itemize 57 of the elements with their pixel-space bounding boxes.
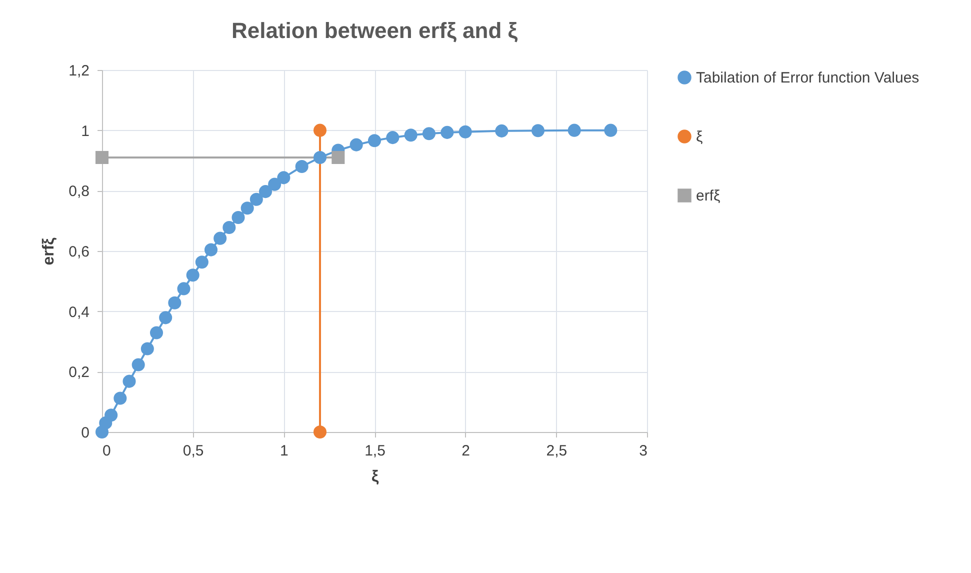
- chart-title: Relation between erfξ and ξ: [231, 18, 518, 43]
- x-tick-label: 2: [462, 442, 470, 460]
- point: [104, 408, 118, 422]
- y-tick-label: 0,2: [68, 364, 90, 382]
- x-tick-label: 3: [639, 442, 648, 460]
- point: [159, 311, 172, 324]
- x-tick-label: 0,5: [182, 442, 204, 460]
- y-tick-label: 0,4: [68, 304, 90, 321]
- y-tick-label: 1,2: [68, 62, 90, 80]
- point: [568, 124, 581, 137]
- point: [332, 150, 345, 164]
- y-tick-label: 1: [81, 122, 90, 140]
- point: [604, 124, 618, 137]
- point: [222, 220, 236, 234]
- point: [140, 342, 154, 356]
- point: [531, 124, 545, 138]
- point: [195, 256, 208, 269]
- point: [277, 171, 290, 184]
- point: [368, 134, 382, 148]
- legend-label: ξ: [696, 128, 703, 146]
- point: [495, 124, 508, 138]
- point: [232, 211, 245, 224]
- point: [168, 296, 182, 310]
- point: [150, 326, 164, 340]
- point: [295, 160, 308, 174]
- point: [204, 243, 218, 256]
- point: [440, 126, 454, 139]
- x-tick-label: 0: [102, 442, 111, 460]
- point: [422, 127, 436, 140]
- x-tick-label: 1: [280, 442, 288, 460]
- point: [313, 150, 327, 164]
- point: [350, 138, 363, 152]
- legend-label: erfξ: [696, 188, 721, 204]
- point: [186, 268, 200, 282]
- point: [313, 425, 327, 439]
- x-axis-title: ξ: [371, 468, 380, 486]
- point: [240, 202, 254, 215]
- y-tick-label: 0: [81, 424, 90, 442]
- point: [313, 124, 327, 137]
- y-axis-title: erfξ: [40, 236, 58, 266]
- point: [95, 150, 109, 164]
- point: [268, 178, 282, 191]
- x-tick-label: 1,5: [364, 442, 386, 460]
- point: [404, 128, 418, 142]
- point: [386, 131, 400, 144]
- y-tick-label: 0,8: [68, 183, 90, 200]
- y-tick-label: 0,6: [68, 244, 90, 260]
- point: [114, 392, 127, 405]
- point: [458, 125, 472, 138]
- point: [250, 192, 263, 206]
- point: [177, 282, 190, 296]
- point: [122, 374, 136, 388]
- point: [132, 358, 145, 372]
- point: [214, 232, 227, 245]
- x-tick-label: 2,5: [546, 442, 568, 460]
- point: [258, 185, 272, 198]
- legend-label: Tabilation of Error function Values: [696, 70, 920, 86]
